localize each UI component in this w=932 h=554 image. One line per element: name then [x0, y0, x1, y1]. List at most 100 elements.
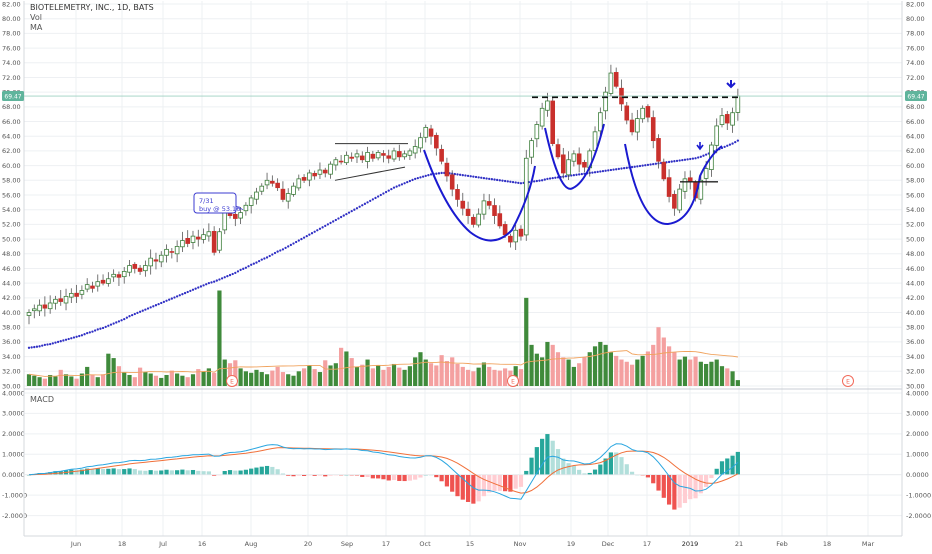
candle-down	[444, 162, 450, 177]
volume-bar	[629, 364, 635, 386]
macd-histogram-bar	[682, 474, 688, 504]
ma-dot	[477, 176, 480, 179]
volume-bar	[656, 327, 661, 386]
price-tick-label-left: 82.00	[2, 0, 21, 8]
ma-dot	[80, 334, 84, 337]
ma-dot	[390, 187, 393, 191]
candle-up	[481, 200, 487, 215]
volume-bar	[608, 352, 613, 386]
volume-bar	[651, 344, 656, 386]
candle-up	[106, 278, 111, 284]
ma-dot	[339, 215, 343, 219]
ma-dot	[67, 337, 70, 341]
time-tick-label: 18	[118, 540, 126, 548]
volume-bar	[735, 380, 740, 386]
ma-dot	[215, 279, 218, 282]
candle-up	[296, 178, 302, 189]
ma-dot	[379, 193, 382, 197]
volume-bar	[217, 290, 222, 386]
volume-bar	[201, 371, 206, 386]
macd-histogram-bar	[518, 474, 524, 487]
ma-dot	[141, 309, 144, 312]
ma-dot	[382, 192, 385, 195]
ma-indicator-label[interactable]: MA	[30, 23, 43, 32]
ma-dot	[51, 342, 54, 345]
ma-dot	[419, 176, 422, 179]
ma-dot	[310, 232, 314, 235]
ma-dot	[271, 253, 274, 256]
volume-bar	[42, 378, 47, 386]
macd-tick-label-left: 0.0000	[2, 471, 25, 479]
volume-bar	[79, 373, 84, 386]
volume-bar	[471, 371, 476, 386]
ma-dot	[519, 182, 523, 185]
ma-dot	[324, 224, 327, 228]
volume-bar	[264, 374, 270, 386]
candle-up	[714, 125, 719, 146]
macd-histogram-bar	[386, 474, 391, 481]
macd-histogram-bar	[709, 474, 714, 479]
price-tick-label-left: 56.00	[2, 191, 21, 199]
macd-histogram-bar	[201, 471, 206, 475]
candle-up	[365, 151, 370, 162]
candle-down	[497, 213, 503, 227]
macd-histogram-bar	[571, 465, 576, 475]
ma-dot	[210, 281, 213, 284]
macd-histogram-bar	[434, 474, 439, 478]
price-tick-label-left: 54.00	[2, 206, 21, 214]
ma-dot	[691, 157, 695, 160]
ma-dot	[699, 155, 702, 158]
macd-tick-label-right: -1.0000	[906, 491, 931, 499]
volume-indicator-label[interactable]: Vol	[30, 13, 42, 22]
cup-curve-middle	[544, 123, 605, 190]
ma-dot	[456, 173, 459, 176]
volume-bar	[545, 341, 550, 386]
candle-down	[650, 117, 656, 142]
macd-histogram-bar	[608, 452, 613, 475]
ma-dot	[263, 257, 266, 260]
macd-histogram-bar	[280, 473, 286, 475]
ma-dot	[649, 163, 652, 166]
ma-dot	[617, 167, 620, 171]
macd-indicator-label[interactable]: MACD	[30, 395, 54, 404]
volume-bar	[688, 359, 693, 386]
ma-dot	[170, 297, 173, 300]
ma-dot	[345, 212, 348, 216]
macd-histogram-bar	[95, 468, 100, 475]
candle-up	[328, 163, 333, 175]
candle-down	[386, 155, 392, 159]
ma-dot	[109, 323, 113, 326]
candle-up	[164, 248, 169, 256]
ma-dot	[374, 196, 377, 200]
ma-dot	[223, 276, 226, 279]
volume-bar	[714, 359, 719, 386]
candle-up	[79, 290, 85, 295]
ma-dot	[257, 259, 261, 263]
candle-up	[598, 112, 603, 132]
handle-arrow-icon	[696, 142, 704, 151]
macd-histogram-bar	[698, 474, 703, 494]
symbol-title[interactable]: BIOTELEMETRY, INC., 1D, BATS	[30, 3, 154, 12]
ma-dot	[305, 234, 308, 238]
ma-dot	[435, 172, 438, 175]
volume-bar	[148, 373, 153, 386]
macd-histogram-bar	[222, 471, 227, 475]
candle-up	[534, 124, 540, 140]
earnings-marker-label: E	[846, 379, 850, 386]
volume-bar	[312, 369, 317, 386]
macd-signal-line	[28, 447, 739, 494]
ma-dot	[670, 160, 673, 163]
candle-down	[645, 106, 651, 118]
candle-up	[391, 150, 397, 160]
macd-histogram-bar	[540, 438, 545, 475]
volume-bar	[233, 360, 238, 386]
candle-up	[285, 193, 291, 202]
volume-bar	[619, 359, 624, 386]
ma-dot	[260, 258, 263, 261]
ma-dot	[162, 300, 166, 304]
macd-histogram-bar	[127, 468, 132, 475]
volume-bar	[254, 369, 259, 386]
ma-dot	[429, 173, 433, 176]
macd-histogram-bar	[323, 474, 328, 477]
candle-up	[730, 112, 735, 126]
